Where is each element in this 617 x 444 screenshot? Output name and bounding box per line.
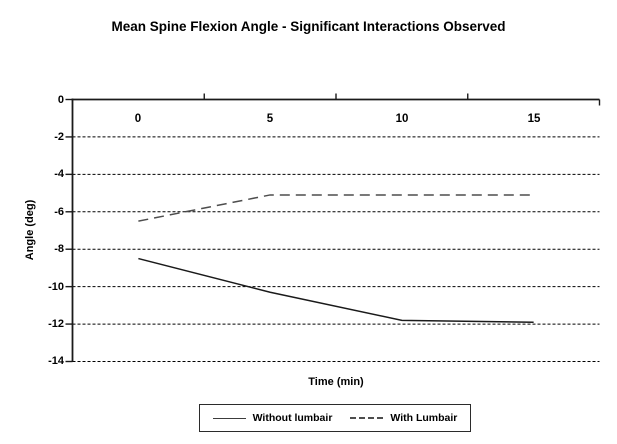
legend: Without lumbair With Lumbair bbox=[199, 404, 471, 432]
y-tick-label-4: -8 bbox=[54, 243, 64, 255]
y-tick-label-7: -14 bbox=[48, 355, 64, 367]
chart-title: Mean Spine Flexion Angle - Significant I… bbox=[111, 19, 506, 34]
y-tick-label-2: -4 bbox=[54, 168, 64, 180]
legend-item-without-lumbair: Without lumbair bbox=[212, 412, 333, 424]
x-axis-title: Time (min) bbox=[308, 376, 364, 388]
series-line-with-lumbair bbox=[138, 194, 534, 222]
x-tick-label-5: 5 bbox=[266, 113, 274, 125]
solid-line-sample-icon bbox=[212, 417, 246, 419]
x-tick-label-0: 0 bbox=[134, 113, 142, 125]
legend-item-with-lumbair: With Lumbair bbox=[350, 412, 457, 424]
y-axis-title: Angle (deg) bbox=[24, 199, 36, 261]
y-tick-label-1: -2 bbox=[54, 131, 64, 143]
x-tick-label-10: 10 bbox=[395, 113, 409, 125]
legend-label-without-lumbair: Without lumbair bbox=[252, 412, 333, 424]
y-tick-label-6: -12 bbox=[48, 318, 64, 330]
dashed-line-sample-icon bbox=[350, 417, 384, 419]
y-tick-label-5: -10 bbox=[48, 281, 64, 293]
legend-label-with-lumbair: With Lumbair bbox=[390, 412, 458, 424]
y-tick-label-3: -6 bbox=[54, 206, 64, 218]
y-tick-label-0: 0 bbox=[57, 94, 64, 106]
x-tick-label-15: 15 bbox=[527, 113, 541, 125]
series-line-without-lumbair bbox=[138, 257, 534, 323]
